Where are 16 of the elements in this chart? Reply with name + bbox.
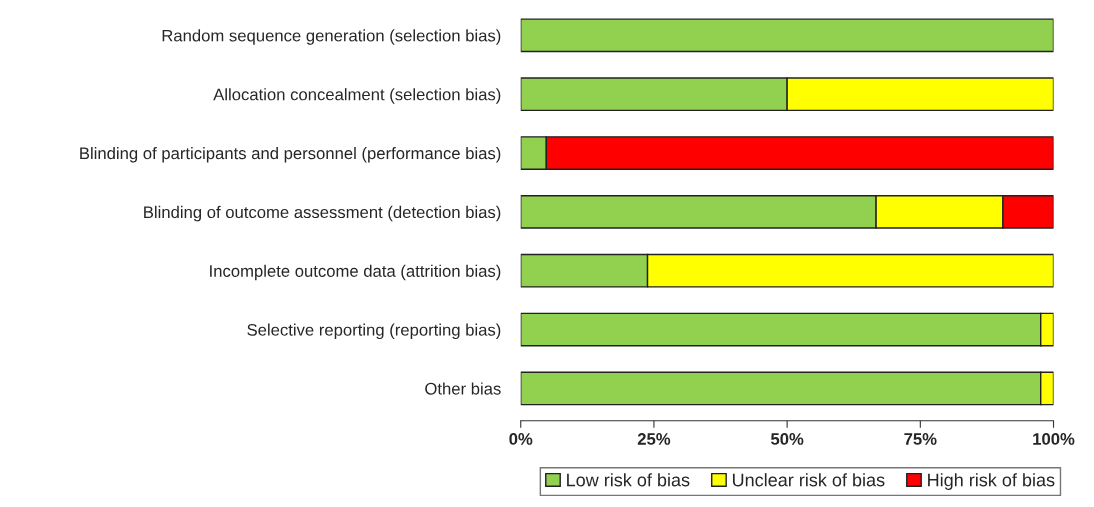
y-tick-label: Blinding of outcome assessment (detection bias) <box>144 205 501 222</box>
legend-label: High risk of bias <box>928 473 1055 490</box>
legend-label: Unclear risk of bias <box>732 473 885 487</box>
x-tick-label: 100% <box>1033 433 1075 445</box>
y-tick-label: Random sequence generation (selection bias) <box>162 29 501 45</box>
x-tick-label: 75% <box>904 433 937 445</box>
legend-label: Low risk of bias <box>567 473 690 487</box>
y-tick-label: Incomplete outcome data (attrition bias) <box>210 264 501 281</box>
x-tick-label: 50% <box>770 433 804 445</box>
y-tick-label: Other bias <box>425 382 501 395</box>
x-tick-label: 25% <box>637 433 671 445</box>
x-tick-label: 0% <box>509 433 533 445</box>
y-tick-label: Selective reporting (reporting bias) <box>247 323 501 340</box>
y-tick-label: Allocation concealment (selection bias) <box>213 88 501 104</box>
y-tick-label: Blinding of participants and personnel (performance bias) <box>80 146 501 163</box>
bar <box>520 18 1054 53</box>
